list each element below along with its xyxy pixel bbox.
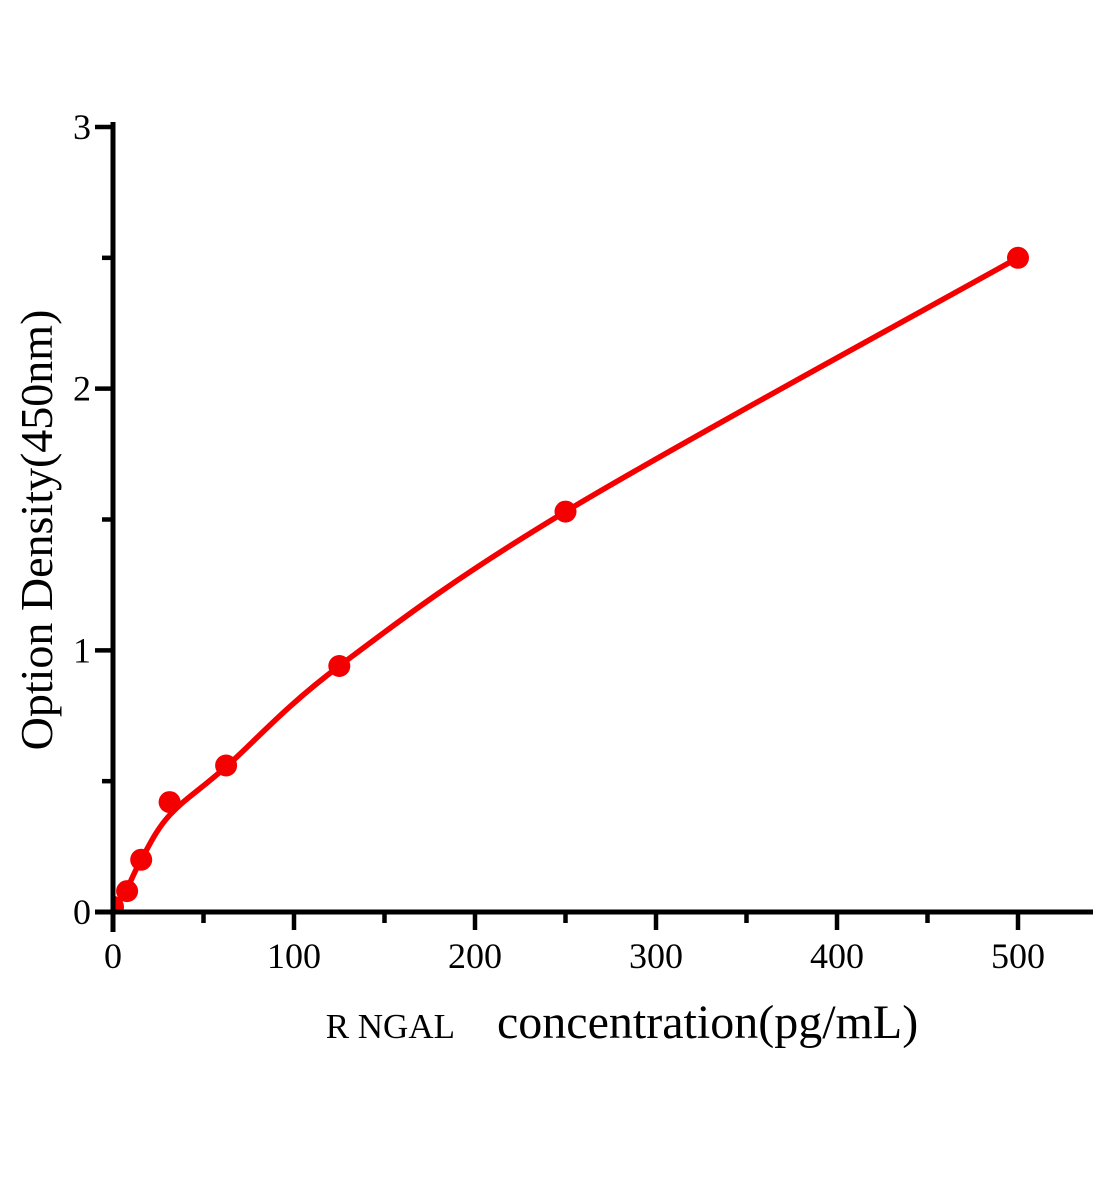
- data-point: [1007, 246, 1029, 269]
- data-point: [215, 754, 238, 777]
- x-tick-label: 400: [810, 936, 864, 976]
- y-tick-label: 2: [73, 369, 91, 409]
- data-point: [158, 791, 181, 814]
- y-tick-label: 1: [73, 630, 91, 670]
- y-tick-label: 3: [73, 107, 91, 147]
- x-tick-label: 200: [448, 936, 502, 976]
- data-point: [130, 848, 153, 871]
- x-axis-title: concentration(pg/mL): [497, 996, 918, 1049]
- x-tick-label: 300: [629, 936, 683, 976]
- fit-curve: [114, 255, 1021, 910]
- x-axis-title-prefix: R NGAL: [326, 1007, 455, 1046]
- y-axis-title: Option Density(450nm): [11, 310, 62, 751]
- x-tick-label: 100: [267, 936, 321, 976]
- data-point: [116, 880, 139, 903]
- data-point: [328, 655, 351, 677]
- axes-layer: 0 100 200 300 400 500 0 1 2 3: [73, 107, 1093, 976]
- x-tick-label: 500: [991, 936, 1045, 976]
- data-series-layer: [114, 246, 1029, 910]
- y-tick-label: 0: [73, 892, 91, 932]
- x-tick-label: 0: [104, 936, 122, 976]
- data-point: [554, 500, 577, 523]
- data-point: [114, 895, 124, 910]
